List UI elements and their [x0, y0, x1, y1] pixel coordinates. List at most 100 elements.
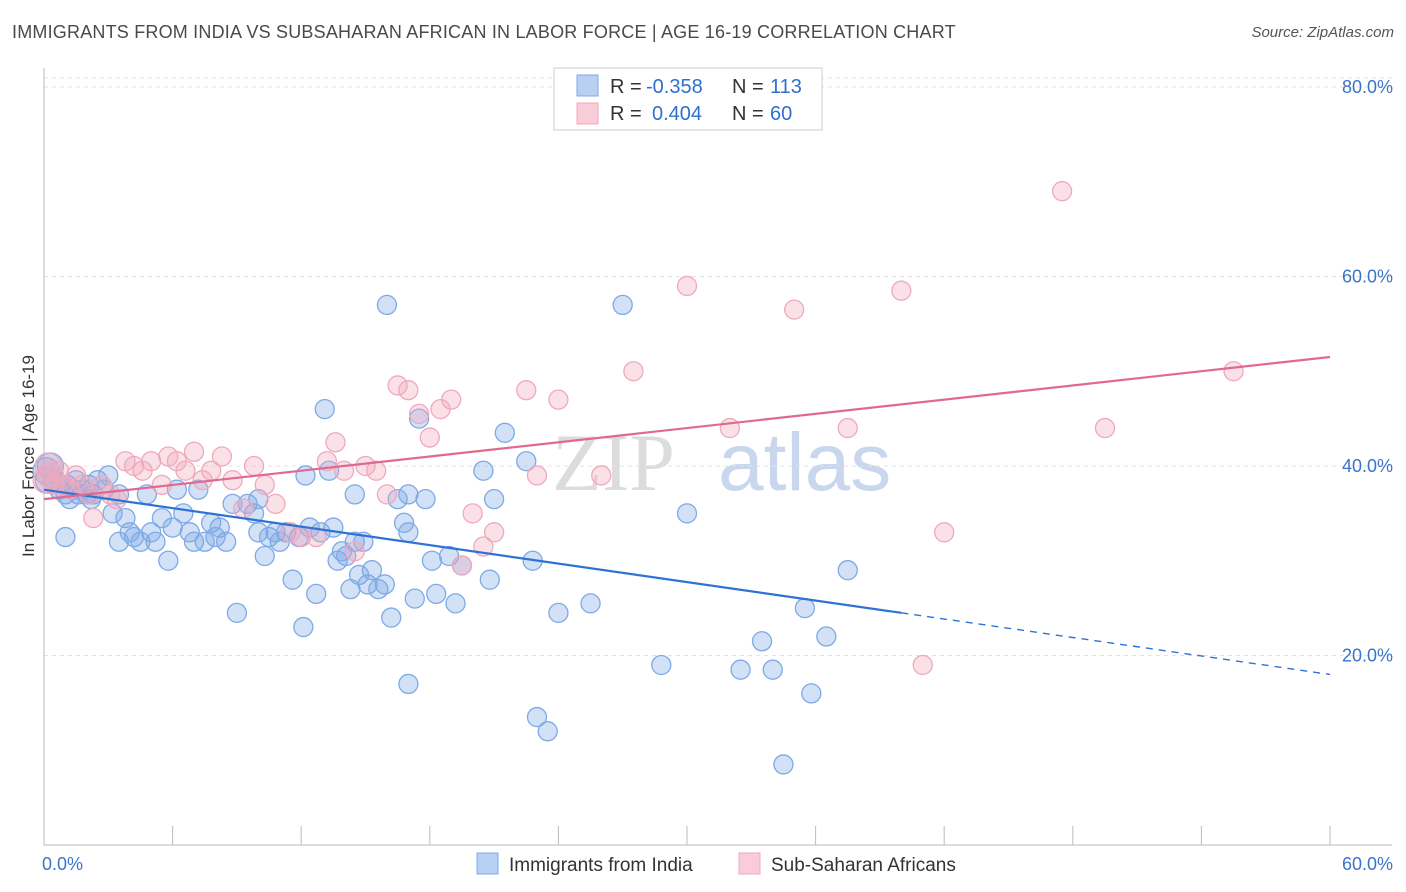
- point-africa: [376, 484, 398, 505]
- point-africa: [548, 389, 569, 410]
- point-africa: [891, 280, 912, 301]
- point-india: [794, 597, 816, 619]
- point-africa: [280, 522, 301, 543]
- stats-n-value-africa: 60: [770, 103, 792, 125]
- point-india: [676, 503, 698, 524]
- point-africa: [233, 498, 254, 519]
- point-india: [816, 626, 837, 647]
- stats-n-label-india: N =: [732, 76, 764, 98]
- point-india: [306, 583, 327, 605]
- point-india: [526, 706, 548, 728]
- stats-r-value-india: -0.358: [646, 76, 703, 98]
- point-africa: [1223, 361, 1244, 382]
- point-africa: [526, 465, 548, 486]
- point-africa: [316, 451, 338, 472]
- point-india: [248, 522, 269, 543]
- stats-swatch-africa: [576, 102, 599, 125]
- point-india: [194, 531, 215, 552]
- point-africa: [254, 474, 275, 496]
- point-india: [537, 721, 558, 742]
- point-africa: [676, 275, 698, 297]
- point-india: [226, 602, 248, 623]
- watermark-atlas: atlas: [718, 417, 891, 508]
- stats-n-value-india: 113: [770, 76, 802, 98]
- point-india: [426, 583, 447, 605]
- point-africa: [1051, 181, 1073, 202]
- stats-box: R = -0.358 N = 113 R = 0.404 N = 60: [553, 67, 823, 131]
- point-africa: [623, 361, 644, 382]
- point-india: [216, 531, 237, 552]
- trendline-india: [43, 488, 902, 614]
- y-tick-label-40: 40.0%: [1342, 456, 1393, 476]
- point-india: [222, 493, 243, 515]
- point-africa: [265, 493, 286, 515]
- legend-swatch-africa: [738, 852, 761, 875]
- point-africa: [141, 451, 162, 472]
- point-africa: [483, 522, 505, 543]
- point-india: [801, 683, 822, 704]
- point-africa: [344, 541, 365, 562]
- point-india: [408, 408, 430, 429]
- stats-r-label-india: R =: [610, 76, 642, 98]
- trendline-extension-india: [901, 612, 1331, 676]
- point-india: [282, 569, 303, 590]
- point-india: [398, 484, 419, 505]
- point-africa: [211, 446, 233, 467]
- point-india: [415, 488, 436, 510]
- point-africa: [222, 470, 243, 491]
- point-india: [398, 522, 419, 543]
- source-label: Source: ZipAtlas.com: [1251, 24, 1394, 41]
- point-india: [730, 659, 751, 680]
- point-africa: [516, 380, 537, 401]
- y-tick-label-80: 80.0%: [1342, 77, 1393, 97]
- series-india: [32, 294, 858, 775]
- point-india: [494, 422, 515, 443]
- point-india: [141, 522, 162, 543]
- legend: Immigrants from India Sub-Saharan Africa…: [476, 852, 956, 876]
- point-india: [173, 503, 194, 524]
- point-india: [762, 659, 783, 680]
- tick-labels: 20.0% 40.0% 60.0% 80.0% 0.0% 60.0%: [42, 77, 1393, 874]
- point-india: [404, 588, 425, 609]
- stats-n-label-africa: N =: [732, 103, 764, 125]
- axes: [43, 68, 1392, 846]
- point-africa: [325, 432, 346, 453]
- point-india: [548, 602, 569, 623]
- point-india: [55, 526, 76, 548]
- point-india: [276, 522, 297, 543]
- point-india: [445, 593, 466, 614]
- point-india: [183, 531, 205, 552]
- point-india: [374, 574, 395, 595]
- point-africa: [355, 455, 376, 477]
- trendline-africa: [43, 355, 1331, 501]
- point-india: [145, 531, 166, 552]
- point-africa: [366, 460, 387, 481]
- point-india: [314, 398, 335, 420]
- point-india: [344, 484, 365, 505]
- point-india: [651, 654, 672, 676]
- point-africa: [451, 555, 473, 576]
- point-africa: [719, 417, 741, 439]
- stats-box-frame: [553, 67, 823, 131]
- point-africa: [784, 299, 805, 320]
- point-africa: [1094, 417, 1116, 439]
- point-africa: [591, 465, 612, 486]
- point-india: [376, 294, 398, 316]
- point-africa: [934, 522, 955, 543]
- y-tick-label-60: 60.0%: [1342, 266, 1393, 286]
- chart-title: IMMIGRANTS FROM INDIA VS SUBSAHARAN AFRI…: [12, 22, 956, 42]
- point-africa: [83, 507, 104, 529]
- point-india: [516, 451, 537, 472]
- point-india: [393, 512, 415, 533]
- point-india: [483, 488, 505, 510]
- y-axis-label: In Labor Force | Age 16-19: [19, 355, 38, 557]
- point-africa: [243, 455, 265, 477]
- point-india: [158, 550, 179, 571]
- point-india: [580, 593, 601, 614]
- legend-label-india: Immigrants from India: [509, 855, 693, 876]
- point-africa: [34, 452, 62, 480]
- point-africa: [398, 380, 419, 401]
- point-africa: [462, 503, 483, 524]
- point-india: [473, 460, 494, 481]
